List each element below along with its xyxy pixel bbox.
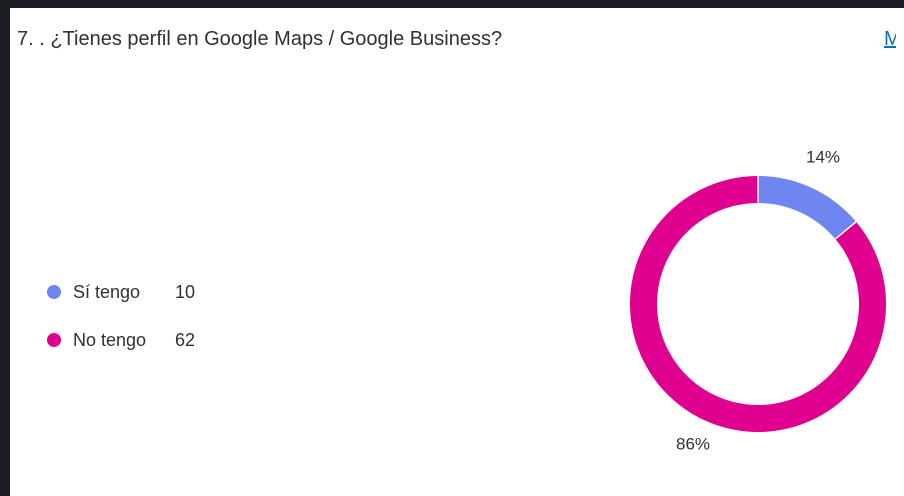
window-left-border (0, 0, 10, 496)
donut-slice-si[interactable] (758, 176, 856, 239)
more-details-link[interactable]: M (884, 28, 896, 50)
window-top-border (0, 0, 904, 8)
legend-label: No tengo (73, 329, 147, 350)
chart-legend: Sí tengo 10 No tengo 62 (47, 268, 195, 364)
legend-dot-no-icon (47, 333, 61, 347)
legend-count: 62 (175, 329, 196, 350)
legend-label: Sí tengo (73, 281, 141, 302)
question-title: 7. . ¿Tienes perfil en Google Maps / Goo… (17, 28, 503, 50)
legend-item-no: No tengo 62 (47, 316, 195, 364)
slice-percent-label: 86% (676, 434, 710, 453)
legend-item-si: Sí tengo 10 (47, 268, 195, 316)
slice-percent-label: 14% (806, 147, 840, 166)
legend-count: 10 (175, 281, 196, 302)
legend-dot-si-icon (47, 285, 61, 299)
